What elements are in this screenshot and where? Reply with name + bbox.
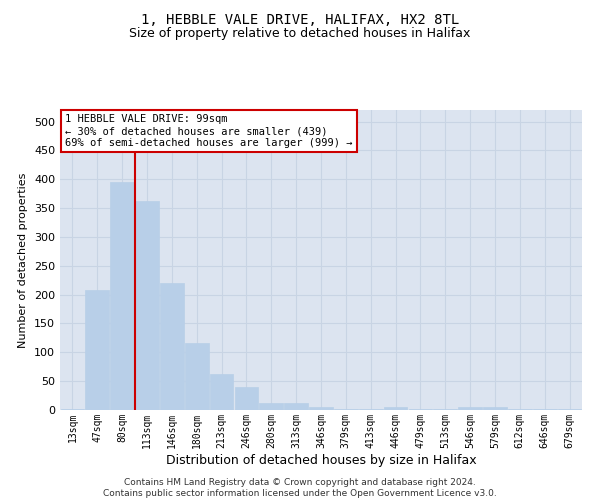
Bar xyxy=(85,290,109,410)
Bar xyxy=(334,409,358,410)
Bar xyxy=(558,409,581,410)
Bar xyxy=(433,409,457,410)
Text: Contains HM Land Registry data © Crown copyright and database right 2024.
Contai: Contains HM Land Registry data © Crown c… xyxy=(103,478,497,498)
Text: 1, HEBBLE VALE DRIVE, HALIFAX, HX2 8TL: 1, HEBBLE VALE DRIVE, HALIFAX, HX2 8TL xyxy=(141,12,459,26)
Text: 1 HEBBLE VALE DRIVE: 99sqm
← 30% of detached houses are smaller (439)
69% of sem: 1 HEBBLE VALE DRIVE: 99sqm ← 30% of deta… xyxy=(65,114,353,148)
Bar xyxy=(110,182,134,410)
Bar xyxy=(533,409,557,410)
Bar xyxy=(483,406,507,410)
Bar xyxy=(508,409,532,410)
Bar xyxy=(135,201,159,410)
Bar xyxy=(185,343,209,410)
Bar xyxy=(160,283,184,410)
X-axis label: Distribution of detached houses by size in Halifax: Distribution of detached houses by size … xyxy=(166,454,476,466)
Text: Size of property relative to detached houses in Halifax: Size of property relative to detached ho… xyxy=(130,28,470,40)
Bar xyxy=(61,409,84,410)
Bar xyxy=(259,402,283,410)
Bar xyxy=(284,402,308,410)
Bar xyxy=(384,406,407,410)
Bar xyxy=(309,406,333,410)
Y-axis label: Number of detached properties: Number of detached properties xyxy=(19,172,28,348)
Bar xyxy=(210,374,233,410)
Bar xyxy=(409,409,432,410)
Bar xyxy=(458,406,482,410)
Bar xyxy=(359,409,383,410)
Bar xyxy=(235,387,258,410)
